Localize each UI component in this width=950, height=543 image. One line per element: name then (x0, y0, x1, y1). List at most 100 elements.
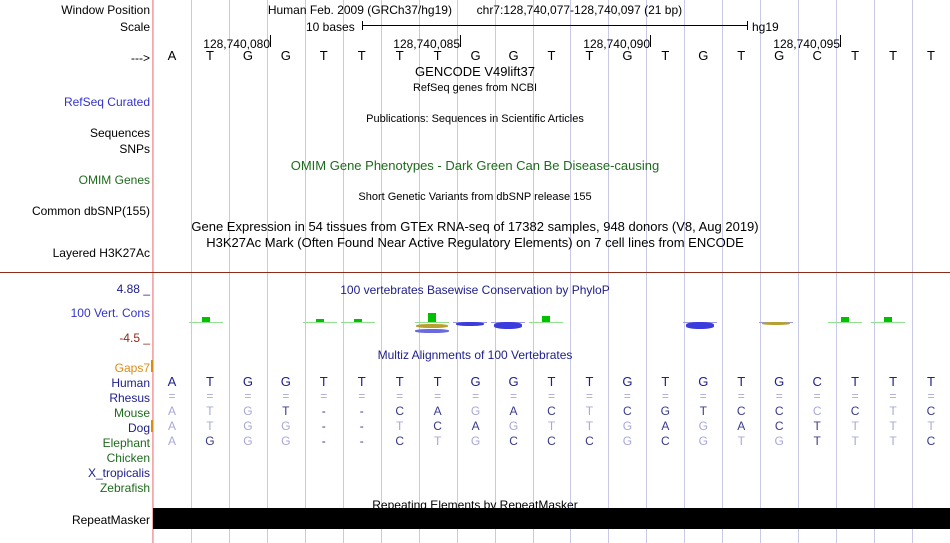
reference-base: T (205, 48, 214, 63)
conservation-bar[interactable] (542, 316, 550, 322)
alignment-base: = (547, 389, 555, 403)
conservation-bar[interactable] (456, 322, 484, 326)
alignment-base: T (396, 419, 404, 433)
track-title-multiz[interactable]: Multiz Alignments of 100 Vertebrates (377, 348, 573, 362)
ruler-tick (460, 35, 461, 47)
sidebar-item-omim-genes[interactable]: OMIM Genes (78, 173, 150, 187)
alignment-base: G (243, 434, 253, 448)
alignment-base: = (661, 389, 669, 403)
alignment-base: C (774, 419, 784, 433)
sidebar-item-snps[interactable]: SNPs (119, 142, 150, 156)
alignment-base: T (585, 419, 594, 433)
conservation-bar-negative-2[interactable] (415, 329, 449, 333)
sidebar-item-sequences[interactable]: Sequences (89, 126, 150, 140)
conservation-baseline (871, 322, 905, 323)
alignment-base: T (433, 434, 442, 448)
track-title-phylop[interactable]: 100 vertebrates Basewise Conservation by… (340, 283, 610, 297)
conservation-bar[interactable] (841, 317, 849, 322)
conservation-bar-negative[interactable] (416, 324, 448, 328)
ruler-coordinate-label: 128,740,085 (393, 37, 460, 51)
conservation-bar[interactable] (494, 322, 522, 329)
conservation-bar[interactable] (316, 319, 324, 322)
assembly-title: Human Feb. 2009 (GRCh37/hg19) (267, 3, 452, 17)
conservation-bar[interactable] (202, 317, 210, 322)
conservation-bar[interactable] (354, 319, 362, 322)
sidebar-item-species-dog[interactable]: Dog (127, 421, 150, 435)
conservation-baseline (341, 322, 375, 323)
alignment-base: T (851, 434, 859, 448)
alignment-base: A (661, 419, 670, 433)
alignment-base: C (395, 404, 405, 418)
assembly-short-name: hg19 (752, 20, 779, 34)
alignment-base: = (510, 389, 518, 403)
reference-base: G (622, 48, 633, 63)
sidebar-item-species-mouse[interactable]: Mouse (113, 406, 150, 420)
assembly-title-and-position: Human Feb. 2009 (GRCh37/hg19) chr7:128,7… (0, 4, 950, 16)
alignment-base: G (622, 419, 633, 433)
sidebar-item-species-chicken[interactable]: Chicken (106, 451, 150, 465)
alignment-base: G (698, 419, 708, 433)
sidebar-item-species-elephant[interactable]: Elephant (102, 436, 150, 450)
ruler-tick (650, 35, 651, 47)
alignment-base: = (737, 389, 745, 403)
alignment-base: = (358, 389, 366, 403)
conservation-bar[interactable] (884, 317, 892, 322)
reference-base: G (470, 48, 481, 63)
alignment-base: G (470, 434, 481, 448)
sidebar-item-repeatmasker[interactable]: RepeatMasker (71, 513, 150, 527)
reference-base: G (242, 48, 253, 63)
alignment-base: = (282, 389, 290, 403)
alignment-base: = (851, 389, 859, 403)
track-title-dbsnp[interactable]: Short Genetic Variants from dbSNP releas… (358, 191, 592, 203)
alignment-base: = (775, 389, 783, 403)
alignment-base: C (547, 434, 556, 448)
alignment-base: G (470, 374, 481, 389)
sidebar-item-100-vert-cons[interactable]: 100 Vert. Cons (70, 306, 150, 320)
conservation-min-value: -4.5 _ (119, 331, 150, 345)
reference-base: A (167, 48, 177, 63)
alignment-base: = (434, 389, 442, 403)
reference-base: T (737, 48, 746, 63)
alignment-base: G (242, 374, 253, 389)
conservation-bar[interactable] (686, 322, 714, 329)
track-title-h3k27ac[interactable]: H3K27Ac Mark (Often Found Near Active Re… (206, 235, 744, 250)
alignment-base: T (547, 374, 556, 389)
alignment-base: - (321, 434, 326, 448)
alignment-base: G (774, 374, 785, 389)
alignment-base: C (547, 404, 556, 418)
alignment-base: C (774, 404, 784, 418)
alignment-base: T (661, 374, 670, 389)
track-title-gtex[interactable]: Gene Expression in 54 tissues from GTEx … (191, 219, 759, 234)
alignment-base: C (623, 404, 632, 418)
alignment-base: T (206, 419, 214, 433)
sidebar-item-species-zebrafish[interactable]: Zebrafish (99, 481, 150, 495)
sidebar-item-refseq-curated[interactable]: RefSeq Curated (63, 95, 150, 109)
alignment-base: T (737, 434, 745, 448)
repeatmasker-feature-bar[interactable] (153, 508, 950, 529)
track-title-omim[interactable]: OMIM Gene Phenotypes - Dark Green Can Be… (290, 158, 660, 173)
alignment-base: = (927, 389, 935, 403)
alignment-base: T (889, 434, 897, 448)
alignment-base: A (509, 404, 518, 418)
track-title-gencode[interactable]: GENCODE V49lift37 (415, 64, 535, 79)
window-position-value: chr7:128,740,077-128,740,097 (21 bp) (476, 3, 683, 17)
alignment-base: = (889, 389, 897, 403)
sidebar-item-species-x_tropicalis[interactable]: X_tropicalis (87, 466, 150, 480)
sidebar-item-layered-h3k27ac[interactable]: Layered H3K27Ac (52, 246, 150, 260)
sidebar-item-gaps[interactable]: Gaps7 (114, 361, 150, 375)
track-title-publications[interactable]: Publications: Sequences in Scientific Ar… (366, 113, 584, 125)
reference-base: G (774, 48, 785, 63)
reference-base: T (319, 48, 328, 63)
conservation-bar[interactable] (762, 322, 790, 325)
sidebar-item-common-dbsnp[interactable]: Common dbSNP(155) (31, 204, 150, 218)
label-strand-arrow: ---> (131, 51, 150, 65)
conservation-bar[interactable] (428, 313, 436, 322)
reference-base: T (395, 48, 404, 63)
sidebar-item-species-human[interactable]: Human (111, 376, 150, 390)
alignment-base: C (812, 374, 822, 389)
alignment-base: C (395, 434, 405, 448)
track-title-refseq-ncbi[interactable]: RefSeq genes from NCBI (412, 82, 538, 94)
alignment-base: G (660, 404, 671, 418)
sidebar-item-species-rhesus[interactable]: Rhesus (109, 391, 150, 405)
alignment-base: - (359, 419, 364, 433)
